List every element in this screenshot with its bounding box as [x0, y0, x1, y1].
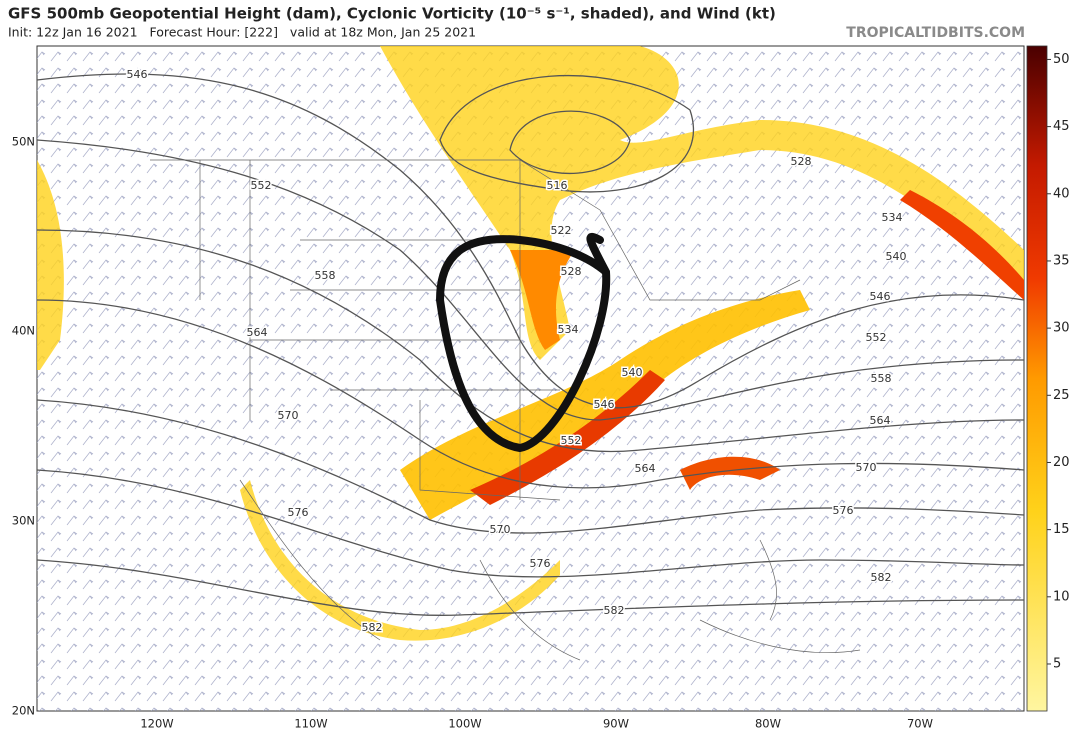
contour-label: 564 — [870, 414, 891, 427]
contour-label: 558 — [315, 269, 336, 282]
contour-label: 570 — [490, 523, 511, 536]
lat-label: 30N — [12, 514, 35, 528]
contour-label: 528 — [791, 155, 812, 168]
lat-label: 20N — [12, 704, 35, 718]
hand-drawn-circle — [435, 232, 611, 453]
lon-label: 90W — [603, 717, 629, 731]
contour-label: 534 — [882, 211, 903, 224]
lon-label: 80W — [755, 717, 781, 731]
contour-label: 570 — [278, 409, 299, 422]
colorbar-tick-label: 5 — [1053, 656, 1061, 671]
contour-label: 546 — [594, 398, 615, 411]
latitude-labels: 50N 40N 30N 20N — [12, 135, 35, 718]
subtitle: Init: 12z Jan 16 2021 Forecast Hour: [22… — [8, 25, 476, 40]
vorticity-shading — [37, 46, 1024, 641]
colorbar-ticks: 5 10 15 20 25 30 35 40 45 50 — [1047, 52, 1070, 671]
colorbar-tick-label: 35 — [1053, 253, 1070, 268]
colorbar-tick-label: 25 — [1053, 388, 1070, 403]
contour-label: 552 — [251, 179, 272, 192]
contour-label: 546 — [127, 68, 148, 81]
height-contours — [37, 73, 1024, 617]
contour-label: 552 — [866, 331, 887, 344]
colorbar-tick-label: 40 — [1053, 186, 1070, 201]
contour-label: 576 — [530, 557, 551, 570]
contour-label: 582 — [362, 621, 383, 634]
contour-label: 564 — [635, 462, 656, 475]
contour-label: 564 — [247, 326, 268, 339]
colorbar-tick-label: 10 — [1053, 589, 1070, 604]
colorbar-tick-label: 30 — [1053, 321, 1070, 336]
colorbar — [1026, 45, 1048, 712]
contour-label: 516 — [547, 179, 568, 192]
lon-label: 110W — [294, 717, 327, 731]
contour-label: 576 — [288, 506, 309, 519]
lat-label: 40N — [12, 324, 35, 338]
map-layers: 546 552 558 564 570 576 516 522 528 534 540 546 552 5… — [37, 46, 1024, 711]
contour-label: 540 — [622, 366, 643, 379]
contour-label: 576 — [833, 504, 854, 517]
longitude-labels: 120W 110W 100W 90W 80W 70W — [140, 717, 933, 731]
source: TROPICALTIDBITS.COM — [846, 25, 1025, 41]
contour-label: 558 — [871, 372, 892, 385]
colorbar-tick-label: 15 — [1053, 522, 1070, 537]
title: GFS 500mb Geopotential Height (dam), Cyc… — [8, 5, 776, 23]
lon-label: 100W — [448, 717, 481, 731]
borders — [150, 159, 861, 661]
contour-label: 528 — [561, 265, 582, 278]
contour-label: 540 — [886, 250, 907, 263]
colorbar-tick-label: 45 — [1053, 119, 1070, 134]
contour-label: 570 — [856, 461, 877, 474]
contour-label: 582 — [604, 604, 625, 617]
lon-label: 120W — [140, 717, 173, 731]
contour-label: 582 — [871, 571, 892, 584]
colorbar-tick-label: 20 — [1053, 455, 1070, 470]
lat-label: 50N — [12, 135, 35, 149]
contour-labels: 546 552 558 564 570 576 516 522 528 534 540 546 552 5… — [125, 67, 908, 636]
colorbar-tick-label: 50 — [1053, 52, 1070, 67]
contour-label: 552 — [561, 434, 582, 447]
contour-label: 522 — [551, 224, 572, 237]
lon-label: 70W — [907, 717, 933, 731]
contour-label: 534 — [558, 323, 579, 336]
contour-label: 546 — [870, 290, 891, 303]
